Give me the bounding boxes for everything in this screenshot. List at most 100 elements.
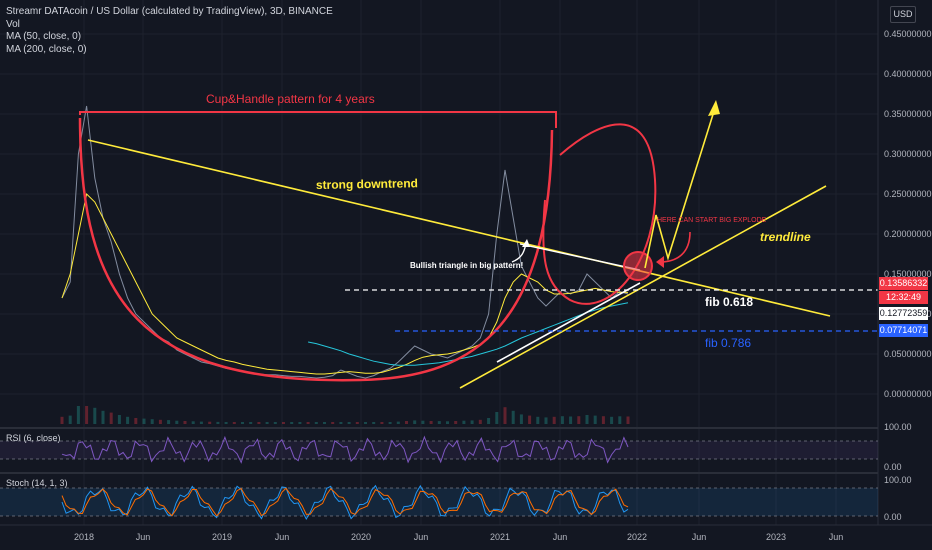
volume-bar (109, 412, 113, 424)
y-tick-label: 0.35000000 (884, 109, 932, 119)
rsi-tick-label: 0.00 (884, 462, 902, 472)
grid (0, 0, 878, 525)
volume-bar (167, 420, 171, 424)
triangle-label[interactable]: Bullish triangle in big pattern! (410, 261, 523, 270)
y-tick-label: 0.40000000 (884, 69, 932, 79)
trendline-line[interactable] (459, 185, 827, 389)
volume-bar (388, 422, 392, 424)
volume-bar (142, 418, 146, 424)
volume-bars (60, 406, 630, 424)
volume-bar (216, 421, 220, 424)
indicator-vol[interactable]: Vol (6, 18, 20, 30)
breakout-circle[interactable] (623, 251, 653, 281)
volume-bar (528, 415, 532, 424)
volume-bar (150, 419, 154, 424)
x-axis[interactable]: 2018 Jun 2019 Jun 2020 Jun 2021 Jun 2022 Jun 2023 J… (74, 532, 843, 542)
ma50-line (61, 193, 628, 375)
explode-label[interactable]: HERE CAN START BIG EXPLODE (657, 217, 767, 224)
volume-bar (68, 415, 72, 424)
volume-bar (380, 422, 384, 424)
volume-bar (552, 416, 556, 424)
volume-bar (191, 421, 195, 424)
volume-bar (298, 422, 302, 424)
volume-bar (249, 422, 253, 424)
rsi-tick-label: 100.00 (884, 422, 912, 432)
rsi-label: RSI (6, close) (6, 433, 61, 443)
volume-bar (224, 422, 228, 424)
volume-bar (314, 422, 318, 424)
x-tick-label: 2023 (766, 532, 786, 542)
volume-bar (134, 418, 138, 424)
cup-curve[interactable] (78, 117, 554, 382)
drawings[interactable] (78, 100, 878, 389)
volume-bar (437, 421, 441, 424)
volume-bar (232, 422, 236, 424)
volume-bar (536, 416, 540, 424)
symbol-title[interactable]: Streamr DATAcoin / US Dollar (calculated… (6, 6, 333, 17)
indicator-ma200[interactable]: MA (200, close, 0) (6, 43, 87, 55)
stoch-tick-label: 0.00 (884, 512, 902, 522)
volume-bar (241, 422, 244, 424)
x-tick-label: Jun (414, 532, 429, 542)
volume-bar (76, 406, 80, 424)
volume-bar (421, 420, 425, 424)
triangle-arrow-head (522, 239, 530, 247)
x-tick-label: 2020 (351, 532, 371, 542)
fib-618-label[interactable]: fib 0.618 (705, 295, 753, 309)
y-tick-label: 0.00000000 (884, 389, 932, 399)
stoch-axis: 100.00 0.00 (884, 475, 912, 522)
volume-bar (175, 420, 179, 424)
triangle-upper-line[interactable] (519, 243, 641, 271)
volume-bar (372, 422, 376, 424)
volume-bar (257, 422, 261, 424)
cup-rim-line[interactable] (79, 111, 557, 128)
volume-bar (495, 412, 499, 424)
volume-bar (60, 416, 64, 424)
volume-bar (405, 421, 408, 424)
volume-bar (265, 422, 269, 424)
volume-bar (347, 422, 351, 424)
volume-bar (470, 420, 474, 424)
triangle-lower-line[interactable] (496, 282, 641, 363)
x-tick-label: Jun (692, 532, 707, 542)
volume-bar (454, 421, 458, 424)
volume-bar (306, 422, 310, 424)
volume-bar (413, 420, 417, 424)
rsi-band (0, 441, 878, 459)
x-tick-label: 2022 (627, 532, 647, 542)
projection-arrow-head (708, 100, 720, 116)
volume-bar (585, 415, 589, 424)
x-tick-label: Jun (553, 532, 568, 542)
x-tick-label: Jun (829, 532, 844, 542)
volume-bar (273, 422, 277, 424)
volume-bar (478, 419, 482, 424)
volume-bar (396, 421, 400, 424)
volume-bar (183, 421, 187, 424)
fib-786-label[interactable]: fib 0.786 (705, 336, 751, 350)
volume-bar (158, 419, 162, 424)
cup-handle-label[interactable]: Cup&Handle pattern for 4 years (206, 92, 375, 106)
rsi-line (61, 435, 629, 464)
y-tick-label: 0.15000000 (884, 269, 932, 279)
stoch-d-line (61, 487, 629, 517)
indicator-ma50[interactable]: MA (50, close, 0) (6, 31, 82, 42)
volume-bar (577, 416, 581, 424)
y-tick-label: 0.45000000 (884, 29, 932, 39)
projection-arrow[interactable] (644, 107, 716, 269)
volume-bar (593, 415, 597, 424)
chart-legend[interactable]: Streamr DATAcoin / US Dollar (calculated… (6, 6, 333, 56)
volume-bar (93, 407, 97, 424)
x-tick-label: Jun (136, 532, 151, 542)
trendline-label[interactable]: trendline (760, 230, 811, 244)
volume-bar (601, 416, 605, 424)
ma200-line (308, 302, 629, 366)
downtrend-label[interactable]: strong downtrend (316, 176, 418, 192)
currency-button[interactable]: USD (890, 6, 916, 23)
last-price-tag: 0.13586332 (879, 277, 928, 290)
downtrend-line[interactable] (87, 139, 831, 317)
stoch-k-line (61, 484, 629, 521)
volume-bar (560, 416, 564, 424)
stoch-label: Stoch (14, 1, 3) (6, 478, 68, 488)
volume-bar (610, 416, 614, 424)
